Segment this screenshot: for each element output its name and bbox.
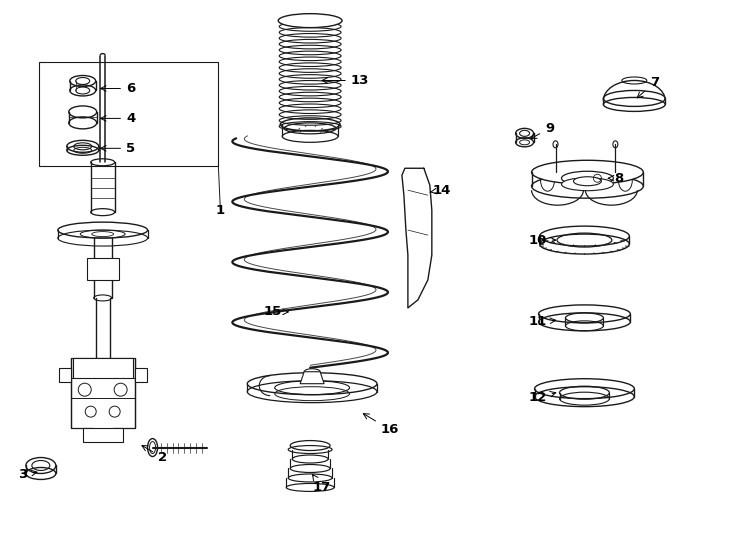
- Ellipse shape: [562, 171, 614, 185]
- Text: 5: 5: [101, 142, 135, 155]
- Text: 14: 14: [430, 184, 451, 197]
- Polygon shape: [300, 372, 324, 384]
- Ellipse shape: [278, 14, 342, 28]
- Ellipse shape: [531, 160, 643, 184]
- Text: 9: 9: [531, 122, 554, 138]
- Text: 17: 17: [313, 475, 331, 494]
- Text: 1: 1: [216, 204, 225, 217]
- Polygon shape: [73, 358, 133, 377]
- Polygon shape: [70, 358, 134, 435]
- Polygon shape: [59, 368, 70, 382]
- Text: 12: 12: [528, 391, 556, 404]
- Text: 8: 8: [608, 172, 624, 185]
- Text: 13: 13: [322, 74, 369, 87]
- Text: 15: 15: [263, 306, 288, 319]
- Text: 3: 3: [18, 468, 37, 481]
- Ellipse shape: [562, 178, 614, 191]
- Bar: [87, 258, 119, 280]
- Text: 10: 10: [528, 234, 556, 247]
- Text: 11: 11: [528, 315, 556, 328]
- Text: 16: 16: [363, 414, 399, 436]
- Text: 7: 7: [637, 76, 659, 98]
- Ellipse shape: [573, 177, 601, 186]
- Polygon shape: [83, 428, 123, 442]
- Text: 6: 6: [101, 82, 135, 95]
- Bar: [39, 62, 219, 166]
- Polygon shape: [134, 368, 147, 382]
- Text: 4: 4: [101, 112, 135, 125]
- Text: 2: 2: [142, 446, 167, 464]
